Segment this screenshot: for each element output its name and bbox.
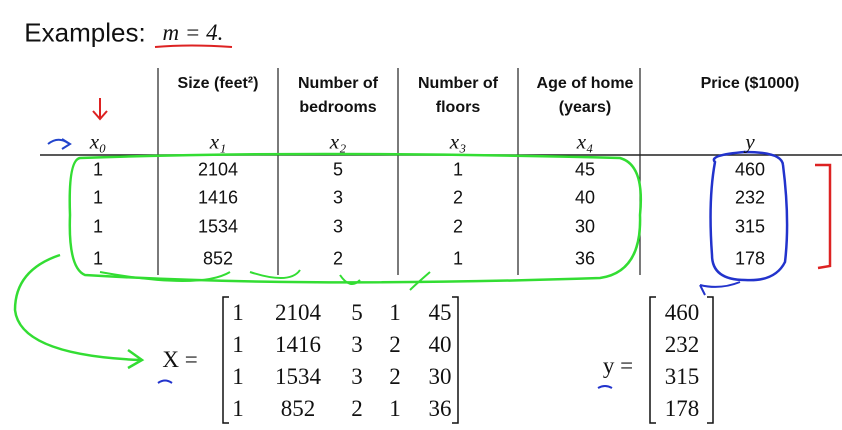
var-marks — [157, 379, 613, 389]
table-cell: 232 — [734, 187, 766, 208]
red-bracket — [815, 163, 832, 270]
green-ticks — [99, 269, 431, 291]
variable: x₁ — [209, 129, 227, 154]
matrix-cell: 1 — [232, 300, 244, 325]
matrix-cell: 3 — [351, 364, 363, 389]
variable: x₂ — [329, 129, 347, 154]
matrix-cell: 1 — [389, 300, 401, 325]
table-cell: 1 — [92, 187, 104, 208]
table-cell: 30 — [574, 216, 596, 237]
column-rules — [157, 68, 641, 275]
vector-cell: 178 — [664, 396, 700, 421]
vector-cell: 232 — [664, 332, 700, 357]
matrix-cell: 1 — [232, 332, 244, 357]
table-cell: 315 — [734, 216, 766, 237]
table-cell: 45 — [574, 159, 596, 180]
table-cell: 1 — [92, 159, 104, 180]
table-cell: 3 — [332, 216, 344, 237]
matrix-label: X = — [162, 347, 198, 372]
green-arrow — [13, 253, 145, 370]
blue-arrow — [47, 138, 72, 150]
matrix-cell: 40 — [428, 332, 452, 357]
matrix-cell: 45 — [428, 300, 452, 325]
table-cell: 2 — [332, 248, 344, 269]
brackets — [222, 296, 714, 424]
variable: x₄ — [576, 129, 594, 154]
variable: x₃ — [449, 129, 467, 154]
title: Examples: — [24, 17, 146, 48]
matrix-cell: 1 — [232, 396, 244, 421]
column-header: Number of bedrooms — [298, 75, 378, 116]
column-header: Age of home (years) — [536, 75, 634, 116]
underline — [154, 44, 233, 48]
column-header: Price ($1000) — [700, 75, 800, 92]
red-arrow — [92, 98, 108, 121]
matrix-cell: 2 — [389, 332, 401, 357]
vector-label: y = — [602, 353, 634, 378]
title-math: m = 4. — [162, 20, 224, 45]
table-cell: 2104 — [197, 159, 239, 180]
matrix-cell: 2 — [389, 364, 401, 389]
table-cell: 178 — [734, 248, 766, 269]
matrix-cell: 2 — [351, 396, 363, 421]
table-cell: 1 — [452, 159, 464, 180]
vector-cell: 315 — [664, 364, 700, 389]
table-cell: 1416 — [197, 187, 239, 208]
matrix-cell: 1534 — [275, 364, 321, 389]
vector-cell: 460 — [664, 300, 700, 325]
table-cell: 1534 — [197, 216, 239, 237]
variable: x₀ — [89, 129, 107, 154]
table-cell: 2 — [452, 216, 464, 237]
table-cell: 40 — [574, 187, 596, 208]
table-cell: 1 — [92, 248, 104, 269]
matrix-cell: 36 — [428, 396, 452, 421]
matrix-cell: 2104 — [275, 300, 321, 325]
table-cell: 852 — [202, 248, 234, 269]
matrix-cell: 30 — [428, 364, 452, 389]
table-cell: 5 — [332, 159, 344, 180]
table-cell: 3 — [332, 187, 344, 208]
blue-loop — [709, 150, 789, 282]
table-cell: 2 — [452, 187, 464, 208]
column-header: Size (feet²) — [177, 75, 259, 92]
matrix-cell: 852 — [280, 396, 316, 421]
matrix-cell: 3 — [351, 332, 363, 357]
table-cell: 1 — [452, 248, 464, 269]
matrix-cell: 5 — [351, 300, 363, 325]
variable: y — [745, 129, 755, 154]
blue-tick — [699, 281, 741, 296]
table-cell: 460 — [734, 159, 766, 180]
matrix-cell: 1 — [232, 364, 244, 389]
matrix-cell: 1 — [389, 396, 401, 421]
column-header: Number of floors — [418, 75, 498, 116]
table-cell: 1 — [92, 216, 104, 237]
table-cell: 36 — [574, 248, 596, 269]
matrix-cell: 1416 — [275, 332, 321, 357]
green-loop — [68, 152, 642, 284]
